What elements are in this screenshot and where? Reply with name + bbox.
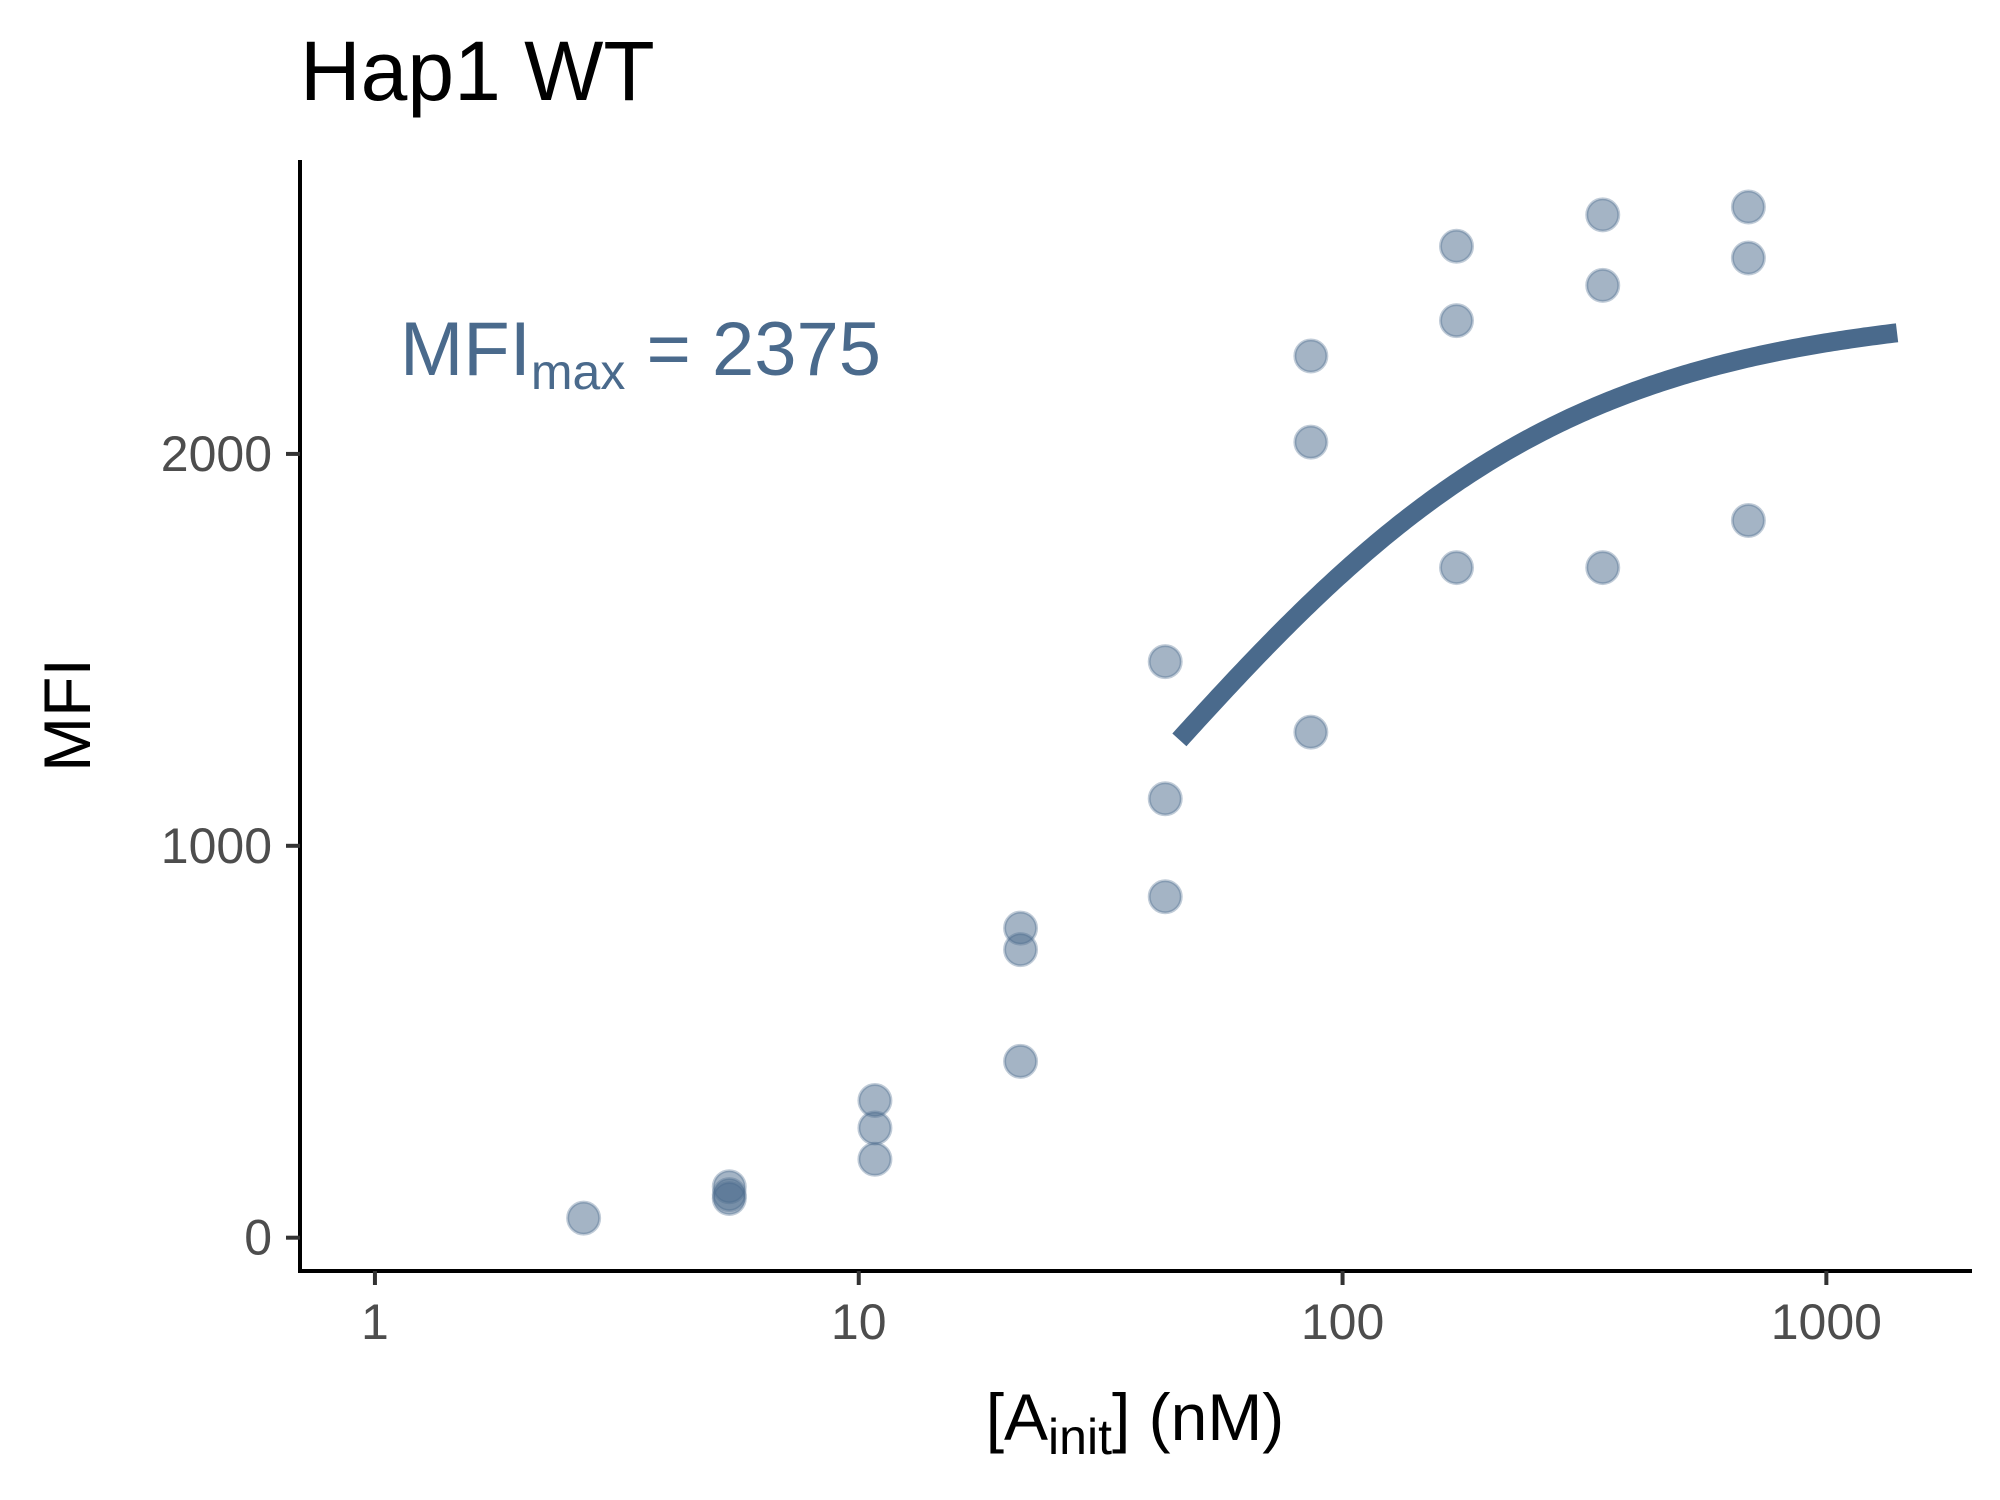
x-tick-label: 1000	[1771, 1294, 1882, 1350]
data-point	[1730, 503, 1766, 539]
data-point	[1147, 879, 1183, 915]
y-tick-label: 0	[244, 1210, 272, 1266]
data-points	[566, 189, 1766, 1236]
annotation-value: = 2375	[625, 307, 881, 392]
mfi-max-annotation: MFImax = 2375	[400, 307, 881, 400]
data-point	[1293, 424, 1329, 460]
data-point	[711, 1181, 747, 1217]
x-tick-label: 10	[831, 1294, 887, 1350]
data-point	[1439, 228, 1475, 264]
data-point	[1585, 550, 1621, 586]
y-tick-label: 2000	[161, 426, 272, 482]
data-point	[1147, 644, 1183, 680]
annotation-main: MFI	[400, 307, 531, 392]
x-tick-label: 100	[1301, 1294, 1384, 1350]
data-point	[1293, 338, 1329, 374]
data-point	[857, 1141, 893, 1177]
y-axis-title: MFI	[30, 658, 104, 772]
data-point	[1730, 189, 1766, 225]
data-point	[1003, 932, 1039, 968]
x-axis-title-subscript: init	[1048, 1409, 1112, 1465]
chart-title: Hap1 WT	[300, 24, 655, 118]
y-tick-label: 1000	[161, 818, 272, 874]
annotation-subscript: max	[531, 344, 625, 400]
x-axis-ticks: 1 10 100 1000	[361, 1271, 1882, 1350]
data-point	[1003, 1043, 1039, 1079]
data-point	[857, 1110, 893, 1146]
data-point	[1147, 781, 1183, 817]
x-axis-title-main: [A	[986, 1380, 1048, 1454]
data-point	[1293, 714, 1329, 750]
x-axis-title-tail: ] (nM)	[1112, 1380, 1284, 1454]
data-point	[1439, 303, 1475, 339]
x-axis-title: [Ainit] (nM)	[986, 1380, 1285, 1465]
fit-curve-layer	[1172, 323, 1899, 747]
data-point	[566, 1200, 602, 1236]
y-axis-ticks: 0 1000 2000	[161, 426, 300, 1266]
fit-curve	[1172, 323, 1899, 747]
data-point	[1585, 267, 1621, 303]
data-point	[1439, 550, 1475, 586]
data-point	[1730, 240, 1766, 276]
x-tick-label: 1	[361, 1294, 389, 1350]
data-point	[1585, 197, 1621, 233]
